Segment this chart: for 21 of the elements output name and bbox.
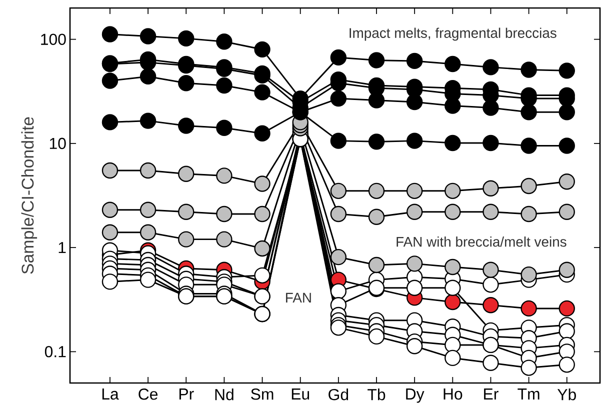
x-tick-label: Gd (328, 388, 348, 400)
x-tick-label: Ce (138, 388, 158, 400)
y-tick-label: 1 (58, 242, 66, 254)
x-tick-label: Yb (557, 388, 576, 400)
x-tick-label: Er (484, 388, 498, 400)
y-tick-label: 10 (50, 138, 66, 150)
x-tick-label: Nd (215, 388, 234, 400)
y-tick-label: 100 (41, 34, 66, 45)
annotation: Impact melts, fragmental breccias (350, 28, 556, 41)
y-axis-title: Sample/CI-Chondrite (21, 117, 38, 274)
x-tick-label: Sm (251, 388, 274, 400)
x-tick-label: Tb (368, 388, 386, 400)
y-tick-label: 0.1 (44, 346, 66, 358)
x-tick-label: Ho (444, 388, 462, 400)
x-tick-label: Dy (406, 388, 424, 403)
annotation: FAN with breccia/melt veins (396, 236, 566, 247)
annotation: FAN (286, 292, 311, 302)
x-tick-label: Eu (292, 388, 310, 400)
x-tick-label: La (102, 388, 119, 400)
x-tick-label: Tm (518, 388, 540, 400)
x-tick-label: Pr (179, 388, 194, 400)
